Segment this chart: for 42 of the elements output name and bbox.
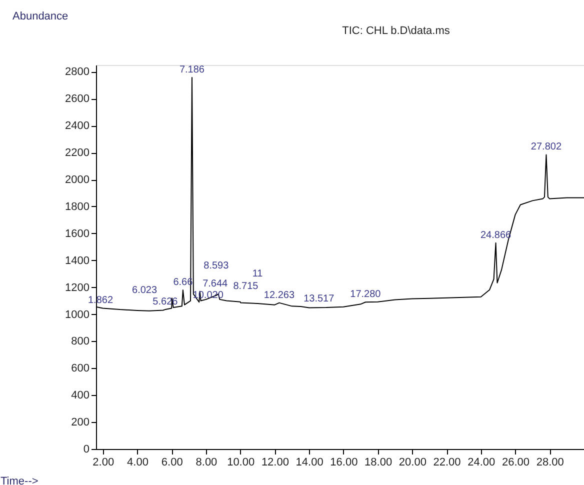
annotation: 12.263 — [264, 290, 295, 301]
x-tick-label: 20.00 — [398, 456, 426, 468]
x-tick-label: 8.00 — [196, 456, 218, 468]
y-tick-label: 0 — [83, 444, 90, 456]
y-tick-label: 600 — [71, 362, 90, 375]
annotation: 27.802 — [530, 142, 562, 153]
x-tick-label: 22.00 — [433, 456, 461, 468]
y-tick-label: 2600 — [65, 93, 90, 106]
annotation: 17.280 — [350, 289, 382, 300]
x-tick-label: 2.00 — [92, 456, 114, 468]
annotation: 8.593 — [204, 260, 230, 272]
y-tick-label: 1400 — [65, 254, 90, 267]
x-tick-label: 26.00 — [502, 456, 530, 468]
x-tick-label: 6.00 — [161, 456, 183, 468]
annotation: 8.715 — [233, 281, 259, 292]
x-tick-label: 4.00 — [127, 456, 148, 468]
y-tick-label: 800 — [71, 336, 90, 348]
annotation: 13.517 — [304, 293, 335, 304]
y-tick-label: 1800 — [65, 200, 90, 213]
y-axis-title: Abundance — [12, 10, 68, 22]
y-tick-label: 1200 — [65, 282, 90, 294]
y-tick-label: 200 — [71, 416, 90, 429]
y-tick-label: 2000 — [65, 174, 90, 186]
x-tick-label: 10.00 — [227, 456, 255, 468]
x-tick-label: 16.00 — [330, 456, 358, 468]
chart-title: TIC: CHL b.D\data.ms — [342, 25, 450, 37]
y-tick-label: 1600 — [65, 228, 90, 240]
y-tick-label: 400 — [71, 390, 90, 402]
y-tick-label: 2400 — [65, 120, 90, 132]
y-tick-label: 1000 — [65, 308, 90, 321]
annotation: 11 — [252, 268, 264, 280]
x-axis-title: Time--> — [0, 476, 38, 485]
x-tick-label: 18.00 — [364, 456, 392, 468]
x-tick-label: 12.00 — [261, 456, 289, 468]
x-tick-label: 28.00 — [536, 456, 564, 468]
annotation: 7.644 — [202, 278, 228, 290]
annotation: 7.186 — [179, 64, 205, 76]
x-tick-label: 24.00 — [468, 456, 496, 468]
y-tick-label: 2200 — [65, 147, 90, 160]
x-tick-label: 14.00 — [296, 456, 324, 468]
y-tick-label: 2800 — [65, 66, 90, 78]
annotation: 6.023 — [132, 285, 158, 296]
